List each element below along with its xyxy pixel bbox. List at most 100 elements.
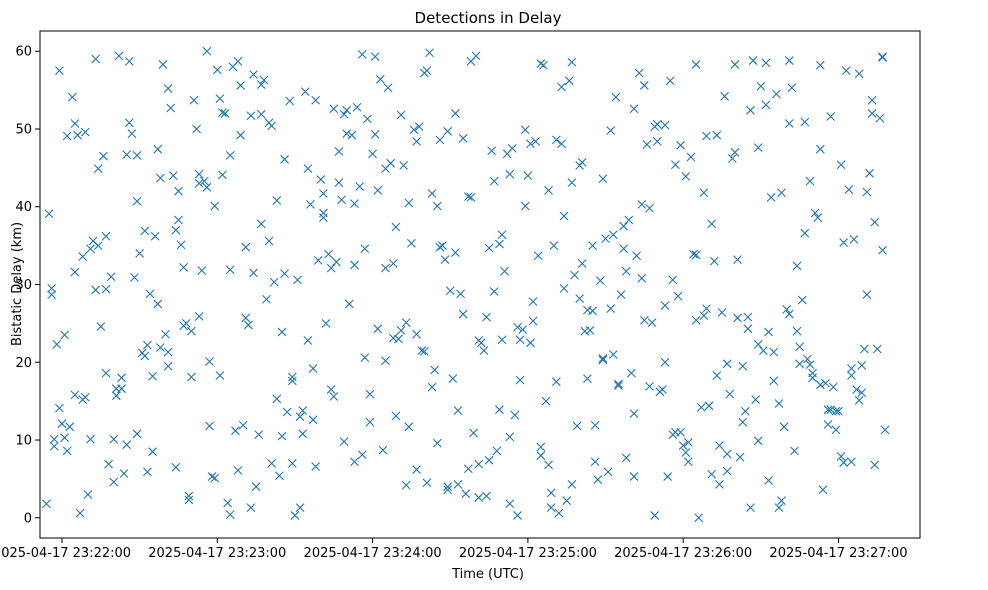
data-point-x-marker [505, 499, 515, 509]
data-point-x-marker [787, 83, 797, 93]
data-point-x-marker [489, 287, 499, 296]
data-point-x-marker [225, 151, 235, 160]
data-point-x-marker [590, 457, 600, 467]
data-point-x-marker [427, 189, 437, 198]
data-point-x-marker [588, 306, 597, 316]
data-point-x-marker [259, 75, 269, 85]
data-point-x-marker [422, 478, 432, 488]
data-point-x-marker [570, 270, 579, 280]
data-point-x-marker [91, 285, 101, 295]
data-point-x-marker [409, 125, 419, 135]
data-point-x-marker [65, 422, 75, 432]
data-point-x-marker [717, 308, 727, 317]
data-point-x-marker [267, 458, 277, 468]
y-tick-label: 30 [15, 278, 32, 293]
data-point-x-marker [319, 189, 328, 198]
data-point-x-marker [854, 395, 864, 405]
data-point-x-marker [75, 508, 85, 518]
data-point-x-marker [280, 154, 289, 164]
data-point-x-marker [652, 137, 662, 146]
data-point-x-marker [334, 147, 344, 156]
data-point-x-marker [777, 496, 786, 506]
data-point-x-marker [163, 347, 173, 357]
data-point-x-marker [425, 48, 434, 58]
data-point-x-marker [800, 228, 810, 238]
data-point-x-marker [588, 241, 597, 251]
data-point-x-marker [743, 312, 753, 322]
data-point-x-marker [528, 316, 538, 326]
data-point-x-marker [707, 219, 717, 229]
data-point-x-marker [482, 312, 491, 322]
data-point-x-marker [184, 495, 194, 505]
data-point-x-marker [49, 434, 59, 444]
x-tick-label: 2025-04-17 23:23:00 [148, 546, 286, 561]
data-point-x-marker [826, 405, 836, 415]
data-point-x-marker [295, 503, 305, 513]
data-point-x-marker [567, 57, 577, 67]
data-point-x-marker [497, 230, 507, 240]
data-point-x-marker [738, 417, 748, 427]
data-point-x-marker [484, 243, 494, 253]
data-point-x-marker [546, 488, 556, 498]
data-point-x-marker [202, 182, 212, 192]
data-point-x-marker [629, 409, 639, 418]
data-point-x-marker [70, 119, 80, 128]
data-point-x-marker [826, 112, 836, 121]
data-point-x-marker [792, 326, 802, 336]
data-point-x-marker [282, 407, 292, 417]
data-point-x-marker [847, 457, 856, 467]
data-point-x-marker [194, 179, 204, 188]
data-point-x-marker [715, 479, 724, 489]
data-point-x-marker [373, 324, 383, 334]
data-point-x-marker [474, 336, 484, 345]
data-point-x-marker [665, 76, 675, 86]
data-point-x-marker [370, 52, 380, 62]
data-point-x-marker [391, 411, 401, 421]
data-point-x-marker [401, 480, 411, 490]
data-point-x-marker [264, 118, 274, 128]
data-point-x-marker [715, 441, 724, 450]
y-tick-label: 0 [24, 511, 32, 526]
data-point-x-marker [619, 244, 629, 254]
data-point-x-marker [769, 347, 779, 357]
data-point-x-marker [844, 185, 854, 195]
y-tick-label: 20 [15, 356, 32, 371]
data-point-x-marker [836, 160, 846, 170]
data-point-x-marker [466, 193, 476, 202]
data-point-x-marker [707, 469, 717, 479]
data-point-x-marker [111, 391, 121, 401]
data-point-x-marker [249, 70, 258, 79]
data-point-x-marker [187, 326, 196, 336]
data-point-x-marker [660, 357, 670, 367]
data-point-x-marker [179, 263, 189, 272]
data-point-x-marker [746, 503, 755, 513]
data-point-x-marker [621, 266, 631, 276]
data-point-x-marker [308, 364, 318, 373]
data-point-x-marker [738, 361, 748, 371]
data-point-x-marker [689, 249, 698, 259]
data-point-x-marker [241, 242, 251, 252]
data-point-x-marker [583, 374, 592, 383]
data-point-x-marker [381, 356, 390, 366]
data-point-x-marker [526, 139, 535, 149]
data-point-x-marker [49, 441, 59, 451]
data-point-x-marker [557, 82, 566, 92]
data-point-x-marker [598, 355, 608, 365]
data-point-x-marker [746, 105, 755, 115]
data-point-x-marker [150, 231, 160, 241]
data-point-x-marker [815, 380, 825, 390]
data-point-x-marker [339, 109, 349, 119]
data-point-x-marker [78, 252, 88, 261]
data-point-x-marker [660, 301, 670, 310]
data-point-x-marker [401, 318, 411, 327]
data-point-x-marker [764, 476, 773, 485]
data-point-x-marker [396, 110, 406, 120]
data-point-x-marker [510, 410, 520, 420]
y-tick-label: 10 [15, 434, 32, 449]
data-point-x-marker [875, 113, 885, 123]
data-point-x-marker [513, 511, 522, 520]
data-point-x-marker [365, 389, 375, 399]
data-point-x-marker [443, 485, 453, 495]
data-point-x-marker [218, 170, 227, 180]
data-point-x-marker [443, 126, 453, 136]
